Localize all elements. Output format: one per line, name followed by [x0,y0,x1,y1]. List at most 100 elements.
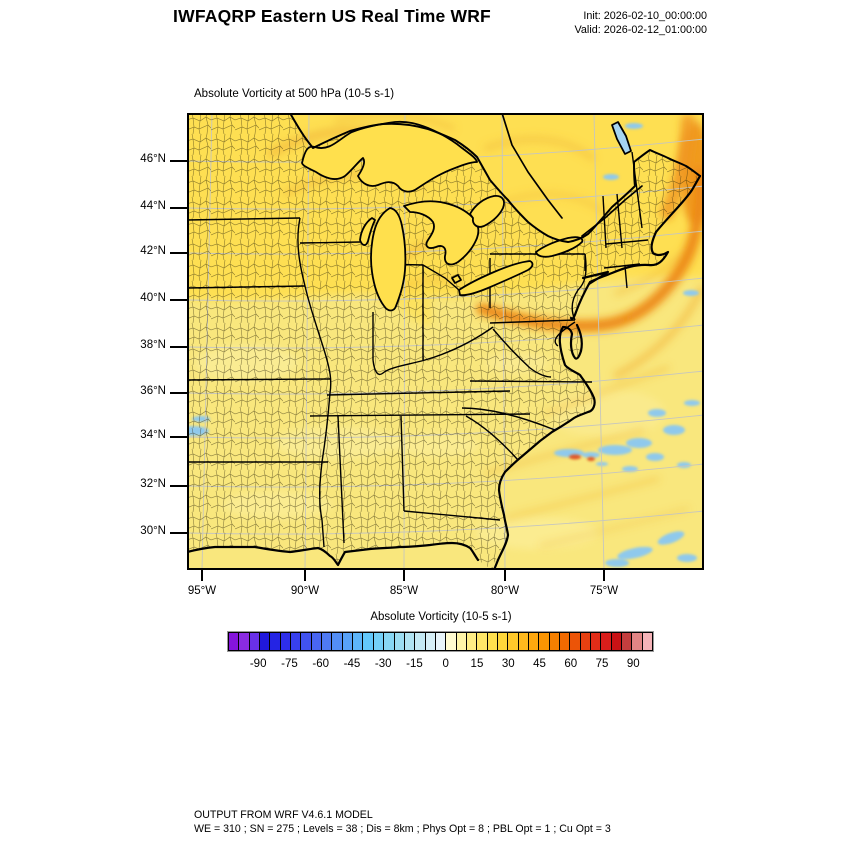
colorbar-cell [466,633,478,650]
lat-tick [170,252,187,254]
lat-tick [170,299,187,301]
colorbar-cell [301,633,312,650]
lon-tick [504,570,506,581]
colorbar-cell [570,633,581,650]
colorbar-cell [239,633,250,650]
valid-time: Valid: 2026-02-12_01:00:00 [574,23,707,36]
colorbar-cell [539,633,550,650]
colorbar-cell [229,633,240,650]
lat-tick-label: 34°N [140,429,166,441]
lat-tick [170,160,187,162]
colorbar-tick-label: 15 [470,658,484,670]
colorbar-cell [591,633,602,650]
lat-tick-label: 38°N [140,339,166,351]
colorbar-cell [560,633,571,650]
colorbar-cell [353,633,364,650]
lat-tick [170,392,187,394]
state-borders [187,151,649,548]
lon-tick-label: 90°W [290,585,320,597]
colorbar-tick-label: -75 [281,658,298,670]
colorbar-tick-label: 90 [626,658,640,670]
lon-tick-label: 75°W [589,585,619,597]
colorbar-cell [249,633,261,650]
lat-tick-label: 40°N [140,292,166,304]
colorbar-cell [580,633,592,650]
colorbar-cell [508,633,519,650]
colorbar-cell [260,633,271,650]
lat-tick-label: 30°N [140,525,166,537]
colorbar-title: Absolute Vorticity (10-5 s-1) [370,611,512,623]
colorbar-cell [363,633,374,650]
lat-tick [170,436,187,438]
init-time: Init: 2026-02-10_00:00:00 [583,10,707,22]
colorbar-cell [394,633,405,650]
colorbar-cell [642,633,653,650]
lon-tick-label: 80°W [490,585,520,597]
colorbar-cells [228,632,653,651]
footer-config-line: WE = 310 ; SN = 275 ; Levels = 38 ; Dis … [194,822,611,835]
lat-tick-label: 42°N [140,245,166,257]
colorbar-tick-label: 0 [442,658,449,670]
colorbar-cell [384,633,395,650]
borders-and-rivers [289,113,701,243]
footer-model-line: OUTPUT FROM WRF V4.6.1 MODEL [194,809,373,821]
lon-tick-label: 95°W [187,585,217,597]
map-canvas [187,113,704,570]
colorbar-cell [311,633,323,650]
colorbar-cell [549,633,560,650]
colorbar-cell [528,633,540,650]
colorbar-cell [497,633,509,650]
lat-tick-label: 36°N [140,385,166,397]
lat-tick-label: 44°N [140,200,166,212]
colorbar-cell [404,633,416,650]
colorbar-cell [373,633,385,650]
lat-tick [170,485,187,487]
coastline [187,174,702,570]
footer-notes: OUTPUT FROM WRF V4.6.1 MODEL WE = 310 ; … [194,809,611,836]
colorbar-cell [332,633,343,650]
colorbar-cell [611,633,623,650]
colorbar-tick-label: 30 [501,658,515,670]
colorbar-tick-label: 60 [564,658,578,670]
colorbar-tick-label: -15 [406,658,423,670]
lon-tick [403,570,405,581]
lon-tick [603,570,605,581]
lat-tick [170,532,187,534]
colorbar-tick-label: -90 [249,658,267,670]
colorbar-cell [446,633,457,650]
colorbar-cell [280,633,292,650]
colorbar-cell [632,633,643,650]
colorbar-cell [270,633,281,650]
colorbar-cell [322,633,333,650]
lon-tick-label: 85°W [389,585,419,597]
colorbar-tick-label: -60 [312,658,329,670]
colorbar-tick-label: -30 [374,658,392,670]
colorbar-cell [425,633,436,650]
lat-tick [170,207,187,209]
colorbar-cell [622,633,633,650]
colorbar-cell [291,633,302,650]
page-title: IWFAQRP Eastern US Real Time WRF [173,6,491,26]
colorbar-cell [518,633,529,650]
colorbar-tick-label: -45 [343,658,361,670]
run-times: Init: 2026-02-10_00:00:00 Valid: 2026-02… [519,10,707,37]
colorbar-tick-label: 75 [595,658,609,670]
colorbar-cell [435,633,447,650]
plot-title: Absolute Vorticity at 500 hPa (10-5 s-1) [194,88,395,100]
lat-tick-label: 46°N [140,153,166,165]
map-frame-border [187,113,704,570]
vorticity-map [187,113,704,570]
colorbar [227,631,654,652]
colorbar-cell [342,633,354,650]
colorbar-cell [601,633,612,650]
colorbar-tick-labels: -90 -75 -60 -45 -30 -15 0 15 30 45 60 75 90 [227,658,654,674]
lat-tick [170,346,187,348]
colorbar-cell [487,633,498,650]
lon-tick [201,570,203,581]
colorbar-cell [477,633,488,650]
colorbar-cell [456,633,467,650]
lon-tick [304,570,306,581]
colorbar-tick-label: 45 [533,658,546,670]
lat-tick-label: 32°N [140,478,166,490]
